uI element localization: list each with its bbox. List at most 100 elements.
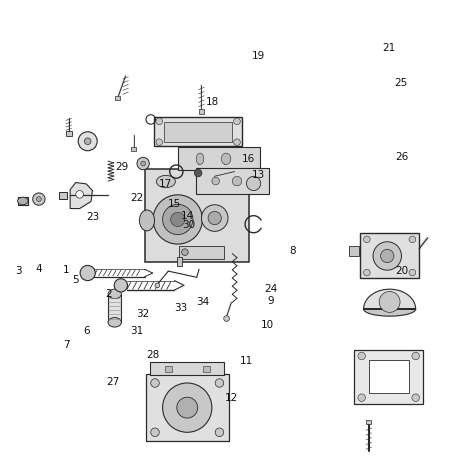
- Text: 25: 25: [394, 78, 407, 88]
- Text: 1: 1: [63, 265, 70, 275]
- Circle shape: [364, 236, 370, 243]
- Circle shape: [373, 242, 401, 270]
- Circle shape: [215, 379, 224, 387]
- Circle shape: [141, 161, 146, 166]
- Circle shape: [194, 169, 202, 177]
- Circle shape: [155, 283, 160, 288]
- Bar: [131, 147, 136, 151]
- Circle shape: [33, 193, 45, 205]
- Circle shape: [171, 212, 185, 227]
- Text: 14: 14: [181, 210, 194, 221]
- Text: 3: 3: [16, 266, 22, 276]
- Text: 7: 7: [63, 339, 70, 350]
- Circle shape: [80, 265, 95, 281]
- Circle shape: [409, 269, 416, 276]
- Circle shape: [151, 379, 159, 387]
- Bar: [179, 246, 224, 259]
- Bar: [59, 192, 67, 199]
- Circle shape: [177, 397, 198, 418]
- Text: 22: 22: [130, 193, 143, 203]
- Circle shape: [163, 383, 212, 432]
- Text: 26: 26: [395, 152, 409, 163]
- Circle shape: [358, 394, 365, 401]
- Bar: [164, 122, 232, 142]
- Text: 27: 27: [106, 376, 119, 387]
- Text: 33: 33: [174, 303, 188, 313]
- Text: 34: 34: [196, 297, 210, 308]
- Text: 6: 6: [83, 326, 90, 336]
- Bar: [349, 246, 359, 256]
- Ellipse shape: [139, 210, 155, 231]
- Ellipse shape: [156, 175, 175, 188]
- Circle shape: [114, 279, 128, 292]
- Circle shape: [137, 157, 149, 170]
- Text: 30: 30: [182, 220, 195, 230]
- Circle shape: [78, 132, 97, 151]
- Text: 12: 12: [225, 393, 238, 403]
- Text: 21: 21: [382, 43, 395, 54]
- Circle shape: [201, 205, 228, 231]
- Bar: [65, 131, 72, 136]
- Bar: [202, 366, 210, 372]
- Bar: [108, 294, 121, 322]
- Circle shape: [412, 394, 419, 401]
- Circle shape: [76, 191, 83, 198]
- Text: 11: 11: [240, 356, 253, 366]
- Text: 18: 18: [206, 97, 219, 107]
- Ellipse shape: [196, 153, 204, 164]
- Circle shape: [379, 292, 400, 312]
- Bar: [145, 169, 249, 262]
- Circle shape: [381, 249, 394, 263]
- Ellipse shape: [364, 302, 416, 316]
- Text: 19: 19: [252, 51, 265, 61]
- Bar: [177, 257, 182, 266]
- Ellipse shape: [108, 289, 121, 299]
- Circle shape: [208, 211, 221, 225]
- Bar: [165, 366, 172, 372]
- Circle shape: [234, 118, 240, 125]
- Circle shape: [156, 118, 163, 125]
- Bar: [146, 374, 228, 441]
- Text: 16: 16: [242, 154, 255, 164]
- Bar: [354, 350, 423, 404]
- Circle shape: [153, 195, 202, 244]
- Bar: [115, 96, 120, 100]
- Text: 29: 29: [116, 162, 129, 172]
- Circle shape: [246, 176, 261, 191]
- Circle shape: [84, 138, 91, 145]
- Text: 15: 15: [168, 199, 181, 209]
- Text: 31: 31: [130, 326, 143, 336]
- Bar: [151, 362, 224, 375]
- Ellipse shape: [221, 153, 231, 164]
- Circle shape: [412, 352, 419, 360]
- Text: 4: 4: [36, 264, 42, 274]
- Circle shape: [163, 204, 193, 235]
- Polygon shape: [70, 182, 92, 209]
- Text: 2: 2: [105, 289, 111, 299]
- Bar: [178, 147, 261, 170]
- Text: 28: 28: [146, 350, 159, 361]
- Text: 10: 10: [261, 319, 274, 330]
- Text: 13: 13: [252, 170, 265, 181]
- Circle shape: [358, 352, 365, 360]
- Circle shape: [151, 428, 159, 437]
- Circle shape: [234, 139, 240, 146]
- Text: 9: 9: [268, 296, 274, 306]
- Circle shape: [232, 176, 242, 186]
- Bar: [366, 420, 371, 424]
- Circle shape: [224, 316, 229, 321]
- Bar: [155, 117, 242, 146]
- Bar: [18, 197, 28, 205]
- Circle shape: [182, 249, 188, 255]
- Circle shape: [364, 269, 370, 276]
- Bar: [360, 234, 419, 279]
- Text: 20: 20: [395, 266, 409, 276]
- Text: 23: 23: [86, 212, 99, 222]
- Circle shape: [409, 236, 416, 243]
- Circle shape: [156, 139, 163, 146]
- Text: 32: 32: [137, 309, 150, 319]
- Bar: [368, 360, 409, 393]
- Bar: [199, 109, 204, 114]
- Bar: [195, 168, 269, 194]
- Ellipse shape: [18, 197, 28, 205]
